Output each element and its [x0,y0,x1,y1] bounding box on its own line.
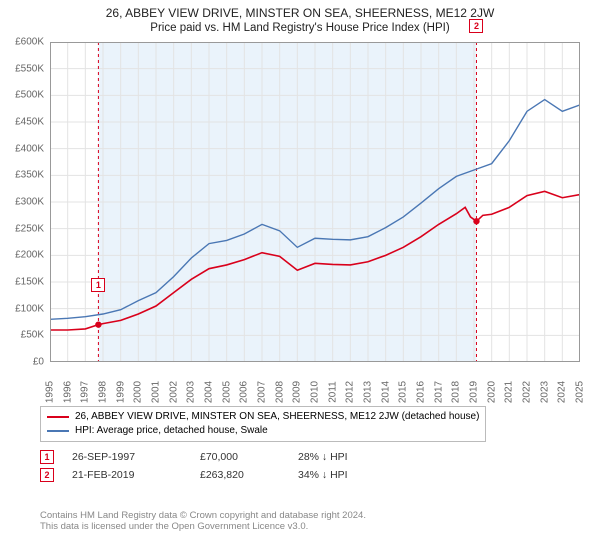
x-tick-label: 2001 [151,381,162,403]
event-row: 1 26-SEP-1997 £70,000 28% ↓ HPI [40,450,348,464]
y-tick-label: £300K [0,197,44,208]
x-tick-label: 2014 [380,381,391,403]
chart-marker-1: 1 [91,278,105,292]
x-tick-label: 2000 [133,381,144,403]
legend-swatch [47,416,69,418]
event-delta: 28% ↓ HPI [298,451,348,463]
x-tick-label: 2010 [310,381,321,403]
chart-plot [50,42,580,362]
event-row: 2 21-FEB-2019 £263,820 34% ↓ HPI [40,468,348,482]
x-tick-label: 2020 [486,381,497,403]
legend-item: HPI: Average price, detached house, Swal… [47,424,479,438]
x-tick-label: 2018 [451,381,462,403]
x-tick-label: 2012 [345,381,356,403]
legend-label: HPI: Average price, detached house, Swal… [75,424,268,438]
x-tick-label: 2002 [168,381,179,403]
x-tick-label: 2015 [398,381,409,403]
x-tick-label: 2019 [469,381,480,403]
legend-swatch [47,430,69,432]
x-tick-label: 1998 [98,381,109,403]
y-tick-label: £550K [0,63,44,74]
x-tick-label: 2023 [539,381,550,403]
x-tick-label: 2024 [557,381,568,403]
y-tick-label: £450K [0,117,44,128]
x-tick-label: 2011 [327,381,338,403]
x-tick-label: 1996 [62,381,73,403]
x-tick-label: 2009 [292,381,303,403]
event-date: 26-SEP-1997 [72,451,182,463]
chart-container: 26, ABBEY VIEW DRIVE, MINSTER ON SEA, SH… [0,0,600,560]
event-date: 21-FEB-2019 [72,469,182,481]
y-tick-label: £150K [0,277,44,288]
x-tick-label: 2007 [257,381,268,403]
x-tick-label: 2005 [221,381,232,403]
event-price: £70,000 [200,451,280,463]
x-tick-label: 2025 [575,381,586,403]
x-tick-label: 2021 [504,381,515,403]
x-tick-label: 2003 [186,381,197,403]
footer-line-2: This data is licensed under the Open Gov… [40,521,366,532]
chart-title: 26, ABBEY VIEW DRIVE, MINSTER ON SEA, SH… [0,6,600,20]
event-table: 1 26-SEP-1997 £70,000 28% ↓ HPI 2 21-FEB-2019… [40,450,348,486]
event-marker: 1 [40,450,54,464]
chart-marker-2: 2 [469,19,483,33]
x-tick-label: 2013 [363,381,374,403]
x-tick-label: 2016 [416,381,427,403]
legend-item: 26, ABBEY VIEW DRIVE, MINSTER ON SEA, SH… [47,410,479,424]
y-tick-label: £400K [0,143,44,154]
x-tick-label: 2004 [204,381,215,403]
x-tick-label: 2006 [239,381,250,403]
title-block: 26, ABBEY VIEW DRIVE, MINSTER ON SEA, SH… [0,0,600,34]
y-tick-label: £50K [0,330,44,341]
x-tick-label: 1999 [115,381,126,403]
y-tick-label: £100K [0,303,44,314]
legend-label: 26, ABBEY VIEW DRIVE, MINSTER ON SEA, SH… [75,410,479,424]
event-delta: 34% ↓ HPI [298,469,348,481]
x-tick-label: 2008 [274,381,285,403]
y-tick-label: £350K [0,170,44,181]
y-tick-label: £250K [0,223,44,234]
x-tick-label: 1995 [45,381,56,403]
footer-line-1: Contains HM Land Registry data © Crown c… [40,510,366,521]
y-tick-label: £600K [0,37,44,48]
x-tick-label: 2022 [522,381,533,403]
y-tick-label: £200K [0,250,44,261]
y-tick-label: £500K [0,90,44,101]
x-tick-label: 2017 [433,381,444,403]
event-price: £263,820 [200,469,280,481]
legend: 26, ABBEY VIEW DRIVE, MINSTER ON SEA, SH… [40,406,486,442]
chart-subtitle: Price paid vs. HM Land Registry's House … [0,22,600,34]
event-marker: 2 [40,468,54,482]
attribution-footer: Contains HM Land Registry data © Crown c… [40,510,366,532]
x-tick-label: 1997 [80,381,91,403]
y-tick-label: £0 [0,357,44,368]
